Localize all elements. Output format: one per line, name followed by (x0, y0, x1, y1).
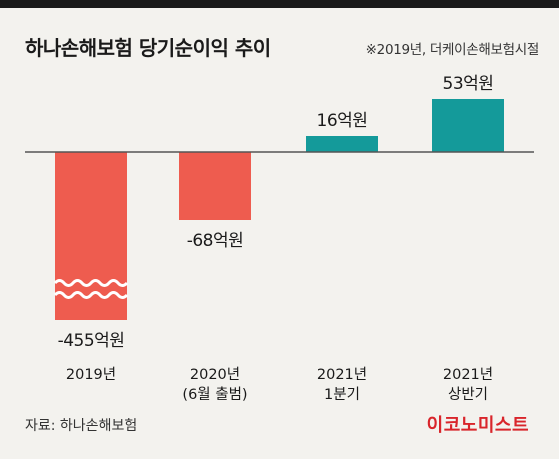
top-band (0, 0, 559, 8)
data-label-1: -455억원 (58, 331, 125, 351)
bar-2 (179, 152, 251, 220)
category-label-3-1: 2021년 (317, 366, 367, 383)
data-label-2: -68억원 (187, 231, 244, 251)
bar-3 (306, 136, 378, 152)
brand-logo: 이코노미스트 (426, 415, 529, 436)
category-label-4-2: 상반기 (448, 386, 488, 403)
bar-4 (432, 99, 504, 152)
axis-break-wave-1 (53, 279, 129, 287)
category-label-2-2: (6월 출범) (182, 386, 247, 403)
data-label-4: 53억원 (443, 74, 494, 94)
category-label-2-1: 2020년 (190, 366, 240, 383)
category-label-1-1: 2019년 (66, 366, 116, 383)
chart-note: ※2019년, 더케이손해보험시절 (365, 42, 540, 58)
chart-title: 하나손해보험 당기순이익 추이 (25, 36, 271, 60)
axis-break-wave-2 (53, 291, 129, 299)
data-label-3: 16억원 (317, 111, 368, 131)
source-label: 자료: 하나손해보험 (25, 418, 138, 434)
category-label-4-1: 2021년 (443, 366, 493, 383)
category-label-3-2: 1분기 (324, 386, 360, 403)
